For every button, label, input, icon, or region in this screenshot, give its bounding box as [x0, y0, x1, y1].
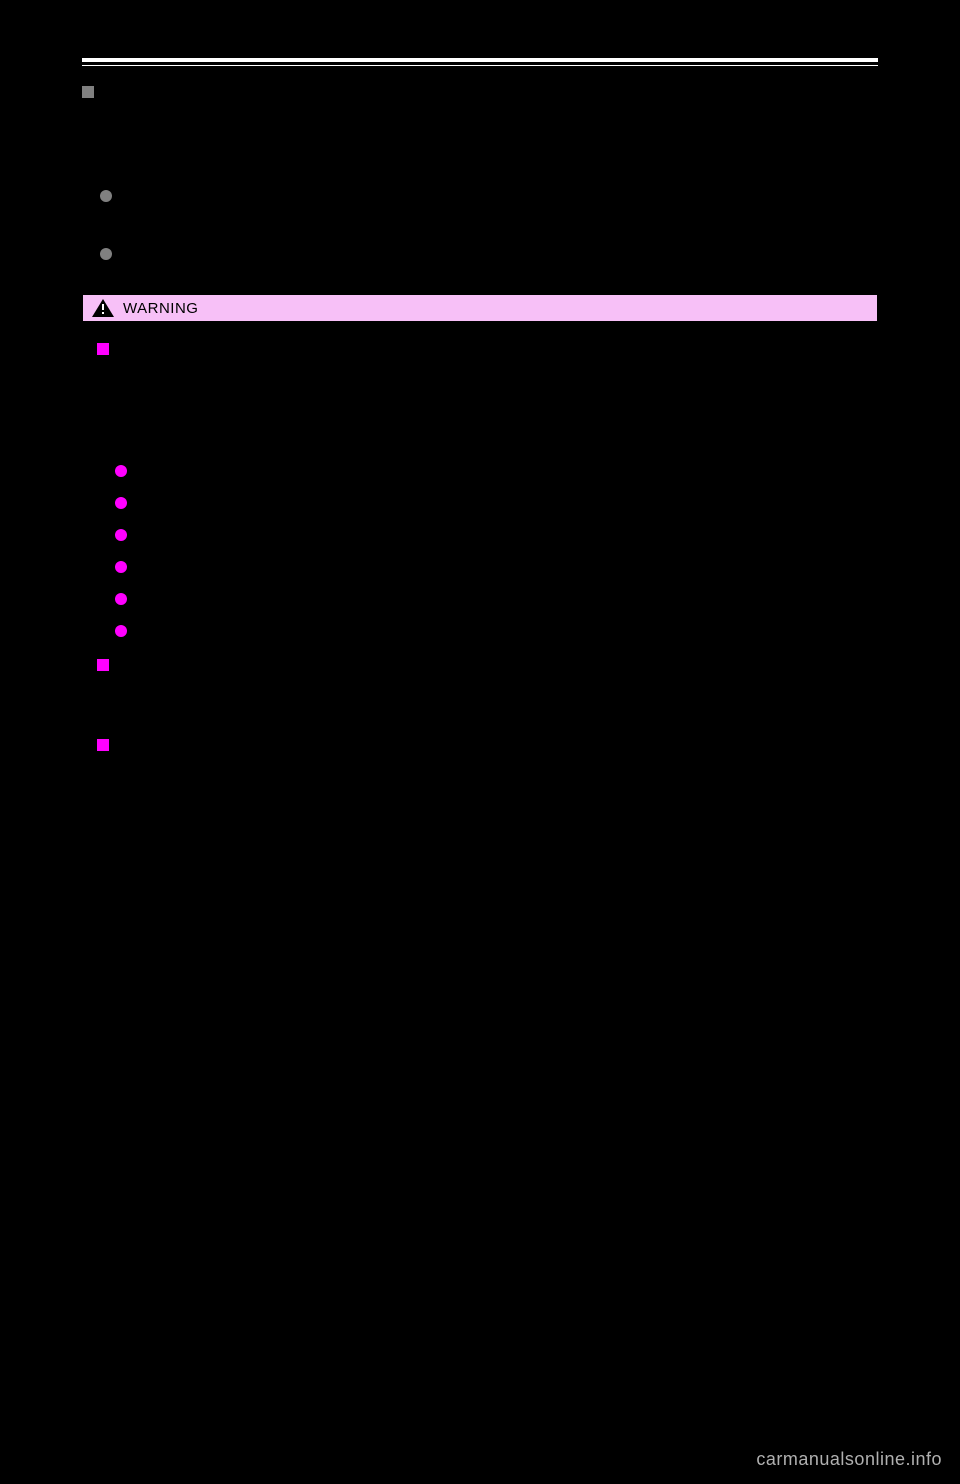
list-item [97, 529, 863, 559]
list-item [97, 497, 863, 527]
bullet-icon [115, 497, 127, 509]
list-item [82, 246, 878, 264]
section-block [82, 84, 878, 102]
list-item [82, 188, 878, 228]
list-item [97, 465, 863, 495]
warning-section [97, 341, 863, 371]
bullet-icon [100, 190, 112, 202]
warning-header: WARNING [83, 295, 877, 321]
spacer [97, 687, 863, 717]
section-marker-icon [97, 343, 109, 355]
list-item [97, 593, 863, 623]
section-marker-icon [82, 86, 94, 98]
spacer [97, 371, 863, 463]
bullet-icon [115, 625, 127, 637]
manual-page: WARNING [82, 58, 878, 1326]
bullet-icon [100, 248, 112, 260]
spacer [82, 122, 878, 182]
warning-triangle-icon [91, 298, 115, 318]
warning-section [97, 657, 863, 687]
list-item [97, 625, 863, 655]
warning-callout: WARNING [82, 294, 878, 826]
warning-body [83, 321, 877, 825]
rule-thin [82, 65, 878, 66]
rule-thick [82, 58, 878, 62]
section-marker-icon [97, 739, 109, 751]
watermark-text: carmanualsonline.info [756, 1449, 942, 1470]
bullet-icon [115, 465, 127, 477]
bullet-icon [115, 593, 127, 605]
spacer [97, 767, 863, 811]
bullet-icon [115, 529, 127, 541]
bullet-icon [115, 561, 127, 573]
warning-section [97, 737, 863, 767]
warning-title: WARNING [123, 300, 198, 317]
list-item [97, 561, 863, 591]
section-marker-icon [97, 659, 109, 671]
